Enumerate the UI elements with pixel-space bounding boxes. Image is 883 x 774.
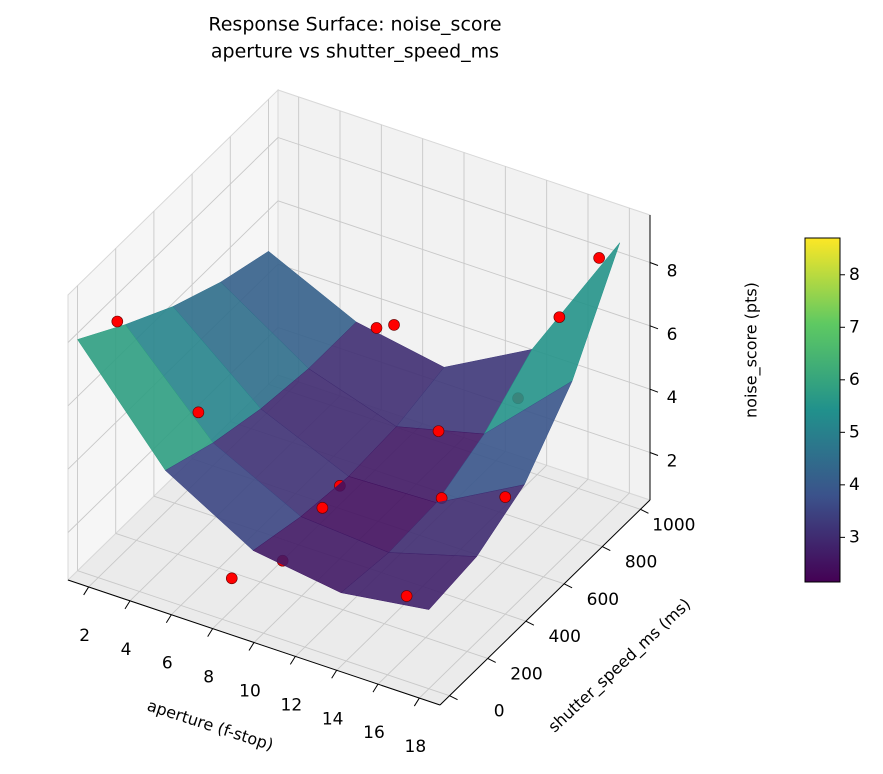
grid-line [419, 492, 630, 699]
x-tick-label: 18 [405, 737, 427, 757]
tick-mark [83, 586, 90, 596]
tick-mark [640, 508, 649, 514]
scatter-point [111, 315, 124, 328]
x-axis-line [67, 579, 441, 706]
x-tick-label: 4 [121, 640, 132, 660]
scatter-point [499, 491, 512, 503]
z-tick-label: 4 [667, 388, 678, 408]
z-tick-label: 6 [667, 325, 678, 345]
chart-subtitle: aperture vs shutter_speed_ms [211, 41, 499, 63]
tick-mark [449, 695, 458, 701]
y-tick-label: 200 [510, 664, 542, 684]
tick-mark [525, 620, 535, 626]
tick-mark [165, 614, 172, 623]
x-axis-label: aperture (f-stop) [145, 696, 276, 755]
colorbar-tick-label: 6 [849, 370, 860, 390]
surface-facet [340, 552, 478, 610]
tick-mark [289, 656, 296, 665]
z-axis-label: noise_score (pts) [742, 282, 762, 418]
grid-line [77, 570, 450, 697]
scatter-point [316, 502, 329, 514]
x-tick-label: 16 [363, 723, 385, 743]
scatter-point [192, 406, 205, 419]
tick-mark [372, 683, 379, 693]
scatter-point [553, 311, 566, 323]
grid-line [115, 532, 488, 659]
grid-line [277, 263, 651, 390]
x-tick-label: 6 [162, 654, 173, 674]
grid-line [277, 137, 651, 263]
scatter-point [400, 590, 413, 602]
tick-mark [248, 642, 255, 651]
x-tick-label: 14 [322, 709, 344, 729]
colorbar-tick-label: 7 [849, 317, 860, 337]
scatter-point [370, 322, 383, 334]
plot-area [77, 242, 621, 610]
grid-line [377, 478, 589, 685]
scatter-point [593, 252, 605, 264]
y-axis-line [439, 499, 651, 706]
x-tick-label: 2 [79, 626, 90, 646]
x-tick-label: 12 [281, 695, 303, 715]
y-tick-label: 1000 [652, 515, 695, 535]
tick-mark [649, 452, 659, 456]
x-tick-label: 10 [239, 682, 261, 702]
colorbar-tick-label: 5 [849, 422, 860, 442]
tick-mark [602, 546, 611, 552]
tick-mark [124, 600, 131, 610]
tick-mark [649, 325, 659, 330]
scatter-point [388, 319, 400, 331]
tick-mark [207, 628, 214, 637]
y-axis-label: shutter_speed_ms (ms) [544, 594, 695, 736]
tick-mark [563, 583, 573, 589]
scatter-point [432, 425, 445, 437]
chart-title: Response Surface: noise_score [208, 14, 501, 36]
colorbar [804, 237, 841, 583]
colorbar-tick-label: 3 [849, 527, 860, 547]
z-tick-label: 2 [667, 452, 678, 472]
grid-line [67, 137, 279, 343]
y-tick-label: 800 [625, 553, 657, 573]
colorbar-tick-label: 8 [849, 265, 860, 285]
colorbar-tick-label: 4 [849, 475, 860, 495]
y-tick-label: 400 [548, 627, 580, 647]
z-tick-label: 8 [667, 262, 678, 282]
tick-mark [649, 262, 659, 266]
tick-mark [649, 388, 659, 393]
y-tick-label: 0 [494, 702, 505, 722]
y-tick-label: 600 [587, 590, 619, 610]
tick-mark [487, 657, 496, 663]
scatter-point [225, 572, 238, 585]
x-tick-label: 8 [203, 668, 214, 688]
tick-mark [413, 697, 420, 707]
tick-mark [331, 670, 338, 679]
